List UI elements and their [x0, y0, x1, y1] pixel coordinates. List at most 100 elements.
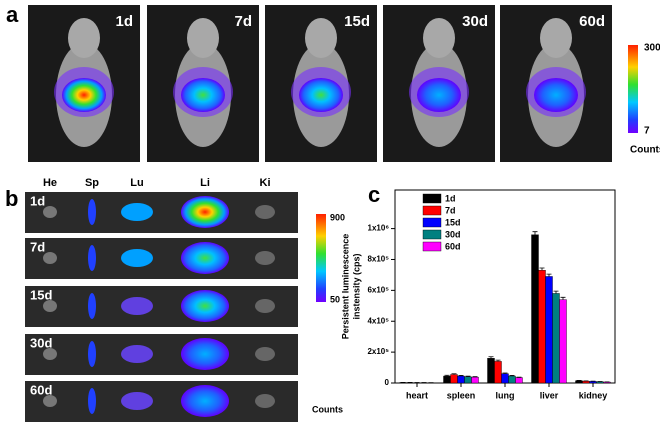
day-label: 7d: [234, 13, 252, 30]
bar: [515, 377, 523, 384]
row-day-label: 1d: [30, 193, 45, 208]
colorbar-min: 50: [330, 294, 340, 304]
mouse-head: [540, 18, 572, 58]
y-tick-label: 1x10⁶: [368, 224, 390, 233]
bar: [457, 375, 465, 384]
row-day-label: 15d: [30, 287, 52, 302]
kidney: [255, 394, 275, 408]
organ-image: [25, 192, 298, 233]
error-bar: [444, 374, 450, 377]
organ-header: Lu: [130, 177, 143, 189]
organ-header: Ki: [260, 177, 271, 189]
legend-swatch: [422, 217, 442, 228]
bar: [545, 276, 553, 384]
row-day-label: 60d: [30, 382, 52, 397]
bar: [443, 375, 451, 384]
legend-label: 30d: [445, 229, 461, 239]
legend-label: 7d: [445, 205, 456, 215]
x-tick-label: kidney: [579, 390, 608, 400]
colorbar-unit: Counts: [312, 404, 343, 414]
x-tick-label: spleen: [447, 390, 476, 400]
heart: [43, 395, 57, 407]
mouse-head: [305, 18, 337, 58]
bar: [508, 375, 516, 384]
y-axis-label: instensity (cps): [351, 253, 361, 319]
legend-swatch: [422, 229, 442, 240]
bar: [538, 270, 546, 384]
x-tick-label: heart: [406, 390, 428, 400]
colorbar-min: 7: [644, 126, 650, 137]
bar: [450, 374, 458, 384]
error-bar: [458, 375, 464, 377]
legend-label: 1d: [445, 193, 456, 203]
day-label: 1d: [115, 13, 133, 30]
liver: [181, 385, 229, 417]
mouse-head: [68, 18, 100, 58]
colorbar-max: 300: [644, 43, 660, 54]
error-bar: [495, 359, 501, 362]
lung: [121, 249, 153, 267]
organ-image: [25, 238, 298, 279]
mouse-head: [423, 18, 455, 58]
bar: [589, 381, 597, 384]
day-label: 30d: [462, 13, 488, 30]
colorbar: [628, 45, 638, 133]
organ-image: [25, 381, 298, 422]
organ-header: He: [43, 177, 57, 189]
x-tick-label: lung: [496, 390, 515, 400]
y-tick-label: 4x10⁵: [367, 316, 389, 325]
organ-header: Li: [200, 177, 210, 189]
mouse-head: [187, 18, 219, 58]
legend-swatch: [422, 241, 442, 252]
day-label: 60d: [579, 13, 605, 30]
signal: [534, 78, 578, 112]
heart: [43, 252, 57, 264]
error-bar: [488, 356, 494, 359]
lung: [121, 203, 153, 221]
error-bar: [553, 290, 559, 294]
kidney: [255, 251, 275, 265]
liver: [181, 338, 229, 370]
spleen: [88, 341, 96, 367]
error-bar: [539, 267, 545, 271]
lung: [121, 297, 153, 315]
bar: [582, 380, 590, 384]
heart: [43, 300, 57, 312]
error-bar: [532, 231, 538, 235]
error-bar: [546, 273, 552, 277]
spleen: [88, 245, 96, 271]
error-bar: [465, 375, 471, 377]
colorbar: [316, 214, 326, 302]
signal: [181, 78, 225, 112]
organ-image: [25, 286, 298, 327]
row-day-label: 7d: [30, 239, 45, 254]
spleen: [88, 293, 96, 319]
legend-swatch: [422, 193, 442, 204]
error-bar: [560, 296, 566, 300]
error-bar: [509, 375, 515, 377]
spleen: [88, 388, 96, 414]
colorbar-max: 900: [330, 212, 345, 222]
organ-header: Sp: [85, 177, 99, 189]
bar: [501, 373, 509, 384]
kidney: [255, 205, 275, 219]
signal: [62, 78, 106, 112]
legend-label: 15d: [445, 217, 461, 227]
bar: [559, 299, 567, 384]
bar: [494, 361, 502, 384]
row-day-label: 30d: [30, 335, 52, 350]
bar: [464, 376, 472, 384]
y-tick-label: 2x10⁵: [367, 347, 389, 356]
y-tick-label: 8x10⁵: [367, 255, 389, 264]
legend-label: 60d: [445, 241, 461, 251]
colorbar-unit: Counts: [630, 145, 660, 156]
bar: [531, 234, 539, 384]
error-bar: [502, 372, 508, 374]
liver: [181, 242, 229, 274]
organ-image: [25, 334, 298, 375]
bar: [471, 376, 479, 384]
day-label: 15d: [344, 13, 370, 30]
x-tick-label: liver: [540, 390, 559, 400]
y-axis-label: Persistent luminescence: [340, 234, 350, 340]
